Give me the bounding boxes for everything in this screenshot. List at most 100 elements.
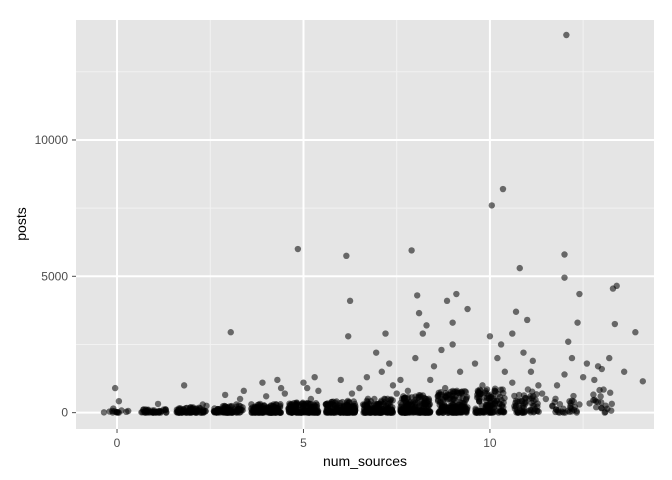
data-point xyxy=(285,405,292,412)
data-point xyxy=(312,403,319,410)
data-point xyxy=(527,393,534,400)
data-point xyxy=(443,297,451,305)
data-point xyxy=(260,402,268,409)
data-point xyxy=(274,376,281,384)
data-point xyxy=(397,408,405,415)
data-point xyxy=(455,389,463,397)
data-point xyxy=(408,247,415,254)
data-point xyxy=(387,396,394,404)
data-point xyxy=(426,409,434,416)
data-point xyxy=(382,330,389,337)
data-point xyxy=(567,402,574,409)
data-point xyxy=(378,368,385,375)
data-point xyxy=(389,382,397,389)
data-point xyxy=(362,409,370,416)
data-point xyxy=(500,408,507,415)
data-point xyxy=(337,376,344,384)
data-point xyxy=(412,393,419,400)
data-point xyxy=(516,264,523,272)
data-point xyxy=(294,409,301,416)
data-point xyxy=(462,408,469,415)
data-point xyxy=(345,333,352,340)
data-point xyxy=(426,401,434,408)
data-point xyxy=(533,391,540,398)
data-point xyxy=(561,251,568,258)
data-point xyxy=(568,397,576,404)
data-point xyxy=(512,308,520,315)
x-tick-label: 5 xyxy=(300,436,307,450)
data-point xyxy=(393,390,400,397)
data-point xyxy=(111,384,119,392)
data-point xyxy=(402,398,410,406)
data-point xyxy=(632,329,639,336)
y-axis-title: posts xyxy=(13,207,29,240)
data-point xyxy=(561,274,568,281)
data-point xyxy=(449,401,456,408)
data-point xyxy=(527,368,535,375)
data-point xyxy=(438,346,445,354)
data-point xyxy=(263,408,270,415)
data-point xyxy=(591,396,598,404)
data-point xyxy=(556,400,564,408)
data-point xyxy=(501,394,508,402)
data-point xyxy=(586,400,593,407)
data-point xyxy=(609,285,617,292)
data-point xyxy=(397,376,404,384)
data-point xyxy=(377,409,384,416)
data-point xyxy=(529,357,537,365)
data-point xyxy=(563,31,570,39)
data-point xyxy=(427,376,434,384)
data-point xyxy=(259,379,266,386)
data-point xyxy=(419,330,426,337)
data-point xyxy=(423,322,430,329)
data-point xyxy=(515,391,523,399)
data-point xyxy=(555,408,562,416)
x-tick-label: 0 xyxy=(114,436,121,450)
data-point xyxy=(482,387,489,395)
data-point xyxy=(485,392,492,400)
data-point xyxy=(115,397,123,405)
data-point xyxy=(113,409,121,416)
data-point xyxy=(418,400,426,407)
data-point xyxy=(187,407,194,415)
data-point xyxy=(514,398,521,405)
data-point xyxy=(315,387,322,395)
data-points xyxy=(100,31,647,416)
data-point xyxy=(397,403,404,411)
data-point xyxy=(456,368,464,375)
data-point xyxy=(343,252,350,260)
data-point xyxy=(501,368,509,375)
data-point xyxy=(497,341,505,348)
data-point xyxy=(606,354,613,362)
data-point xyxy=(277,401,284,408)
y-axis-ticks: 0 5000 10000 xyxy=(35,133,76,420)
data-point xyxy=(313,409,320,416)
data-point xyxy=(333,398,340,405)
data-point xyxy=(598,399,605,406)
data-point xyxy=(302,402,310,410)
data-point xyxy=(476,386,483,393)
x-tick-label: 10 xyxy=(483,436,497,450)
data-point xyxy=(535,382,542,389)
data-point xyxy=(370,405,378,413)
data-point xyxy=(565,338,572,345)
data-point xyxy=(524,386,532,393)
data-point xyxy=(346,297,354,305)
data-point xyxy=(348,390,356,397)
data-point xyxy=(639,378,647,385)
data-point xyxy=(574,319,581,326)
data-point xyxy=(608,400,616,408)
data-point xyxy=(381,398,388,406)
data-point xyxy=(304,384,311,392)
data-point xyxy=(441,393,449,401)
data-point xyxy=(153,408,160,416)
data-point xyxy=(221,391,229,399)
data-point xyxy=(590,391,597,398)
data-point xyxy=(488,202,495,209)
data-point xyxy=(414,292,421,299)
data-point xyxy=(568,354,576,362)
data-point xyxy=(509,379,516,386)
data-point xyxy=(598,404,605,411)
data-point xyxy=(200,409,207,416)
